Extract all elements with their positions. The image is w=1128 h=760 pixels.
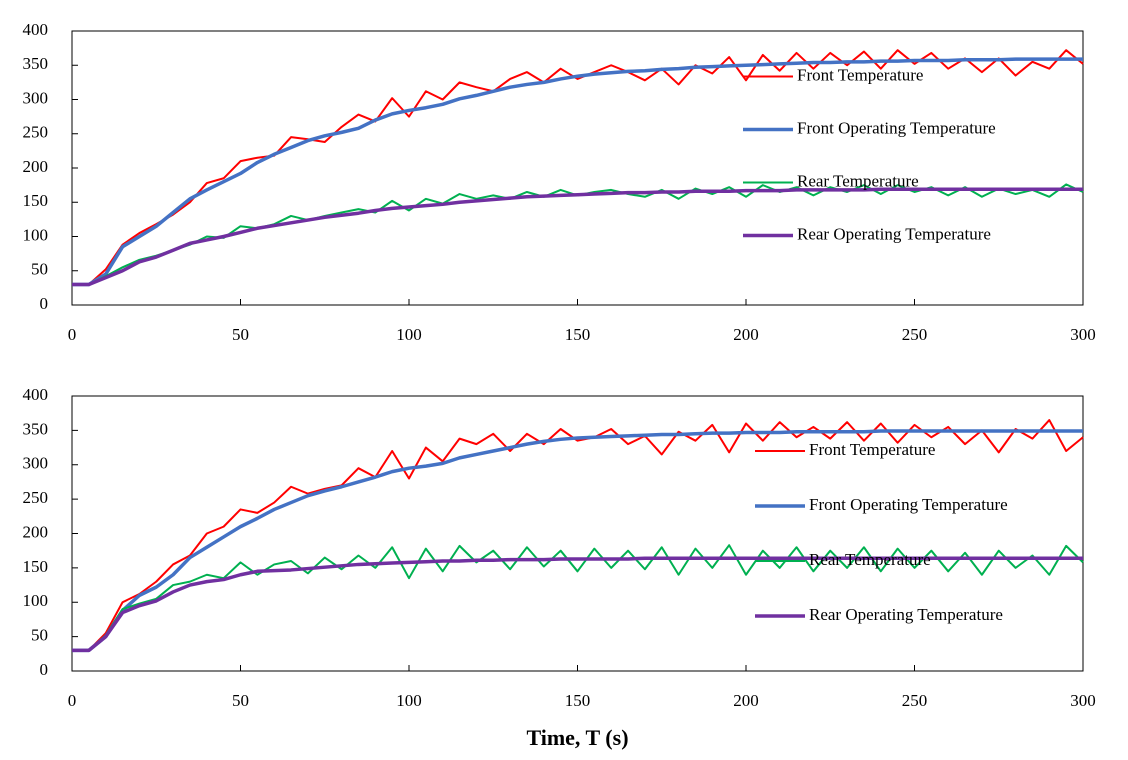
series-line (72, 429, 1083, 653)
y-tick-label: 300 (23, 88, 49, 107)
x-tick-label: 50 (232, 325, 249, 344)
x-tick-label: 200 (733, 325, 759, 344)
y-tick-label: 300 (23, 454, 49, 473)
y-tick-label: 200 (23, 522, 49, 541)
legend-label: Rear Temperature (797, 171, 919, 190)
x-tick-label: 200 (733, 691, 759, 710)
y-tick-label: 150 (23, 557, 49, 576)
y-tick-label: 100 (23, 225, 49, 244)
series-line (72, 187, 1083, 287)
x-tick-label: 300 (1070, 691, 1096, 710)
x-tick-label: 250 (902, 691, 928, 710)
x-tick-label: 50 (232, 691, 249, 710)
legend-label: Front Operating Temperature (809, 495, 1008, 514)
x-tick-label: 100 (396, 691, 422, 710)
legend-label: Front Temperature (797, 65, 923, 84)
y-tick-label: 400 (23, 20, 49, 39)
x-tick-label: 0 (68, 691, 77, 710)
legend-label: Rear Operating Temperature (809, 605, 1003, 624)
x-tick-label: 300 (1070, 325, 1096, 344)
x-tick-label: 100 (396, 325, 422, 344)
x-tick-label: 150 (565, 325, 591, 344)
plot-frame (71, 30, 1084, 306)
series-line (72, 57, 1083, 287)
legend-label: Rear Temperature (809, 550, 931, 569)
y-tick-label: 100 (23, 591, 49, 610)
x-tick-label: 250 (902, 325, 928, 344)
legend-label: Rear Operating Temperature (797, 224, 991, 243)
y-tick-label: 350 (23, 419, 49, 438)
legend-label: Front Operating Temperature (797, 118, 996, 137)
series-line (72, 419, 1084, 652)
y-tick-label: 0 (40, 294, 49, 313)
y-tick-label: 250 (23, 123, 49, 142)
y-tick-label: 200 (23, 157, 49, 176)
series-line (72, 49, 1084, 286)
y-tick-label: 350 (23, 54, 49, 73)
x-tick-label: 150 (565, 691, 591, 710)
x-axis-title: Time, T (s) (526, 725, 628, 750)
x-tick-label: 0 (68, 325, 77, 344)
y-tick-label: 250 (23, 488, 49, 507)
legend-label: Front Temperature (809, 440, 935, 459)
y-tick-label: 400 (23, 385, 49, 404)
series-line (72, 544, 1084, 652)
series-line (72, 556, 1083, 653)
y-tick-label: 50 (31, 626, 48, 645)
y-tick-label: 50 (31, 260, 48, 279)
y-tick-label: 150 (23, 191, 49, 210)
y-tick-label: 0 (40, 660, 49, 679)
